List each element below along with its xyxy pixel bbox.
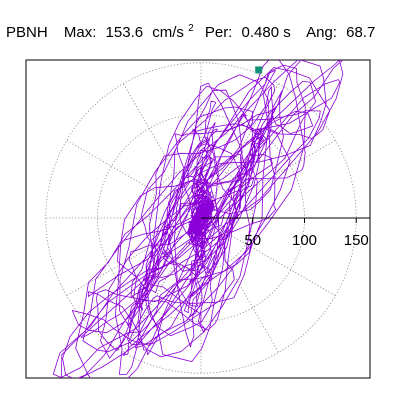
station-code: PBNH	[6, 24, 48, 41]
max-unit-exponent: 2	[188, 23, 194, 34]
r-tick-label-100: 100	[292, 232, 317, 249]
max-value: 153.6	[106, 24, 144, 41]
grid-spoke-210	[66, 217, 202, 296]
grid-spoke-330	[200, 217, 336, 296]
radial-axis-ticks: 50 100 150	[244, 218, 369, 249]
peak-marker	[255, 66, 263, 74]
r-tick-label-150: 150	[344, 232, 369, 249]
max-label: Max:	[64, 24, 97, 41]
max-unit: cm/s	[152, 24, 184, 41]
r-tick-label-50: 50	[244, 232, 261, 249]
orbit-layer	[52, 60, 344, 378]
per-value: 0.480 s	[242, 24, 291, 41]
orbit-trace	[52, 60, 344, 378]
grid-spoke-150	[66, 140, 202, 219]
chart-title: PBNH Max: 153.6 cm/s 2 Per: 0.480 s Ang:…	[6, 18, 375, 41]
per-label: Per:	[205, 24, 233, 41]
svg-text:PBNH Max: 153.6 cm: PBNH Max: 153.6 cm/s 2 Per: 0.480 s Ang:…	[6, 18, 375, 41]
ang-value: 68.7	[346, 24, 375, 41]
ang-label: Ang:	[306, 24, 337, 41]
